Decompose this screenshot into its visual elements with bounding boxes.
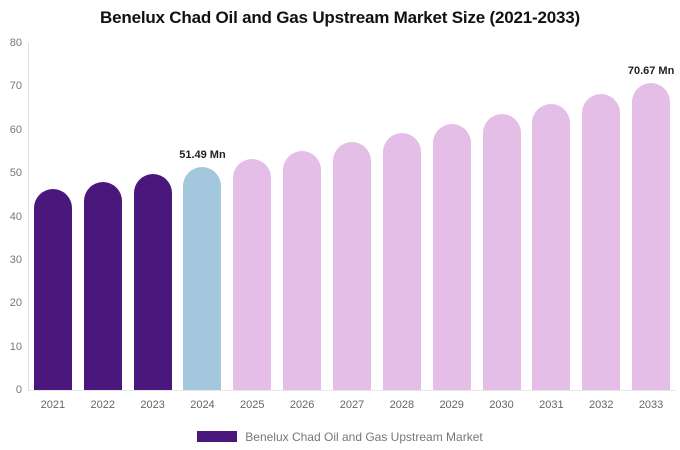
x-label-2027: 2027 [339, 399, 365, 411]
y-tick-label: 10 [9, 340, 22, 353]
bar-2033 [632, 83, 671, 390]
bar-2032 [582, 94, 621, 390]
x-label-2024: 2024 [190, 399, 215, 411]
bar-2031 [532, 104, 571, 390]
x-label-2022: 2022 [90, 399, 115, 411]
legend-swatch[interactable] [197, 431, 238, 442]
y-tick-label: 40 [9, 210, 22, 223]
y-tick-label: 50 [9, 167, 22, 180]
x-label-2025: 2025 [240, 399, 265, 411]
x-label-2026: 2026 [289, 399, 315, 411]
y-axis-line [28, 43, 29, 391]
x-label-2033: 2033 [638, 399, 664, 411]
bar-2026 [283, 150, 322, 390]
bar-2021 [33, 189, 72, 390]
x-label-2029: 2029 [439, 399, 464, 411]
bar-2023 [133, 174, 172, 390]
bar-value-label: 70.67 Mn [627, 65, 675, 78]
x-label-2032: 2032 [588, 399, 614, 411]
bar-2025 [233, 158, 272, 390]
y-tick-label: 0 [15, 384, 22, 396]
y-tick-label: 60 [9, 123, 22, 136]
bar-2027 [333, 141, 371, 390]
bar-2022 [83, 181, 122, 390]
bar-2030 [482, 114, 521, 390]
bar-2024 [183, 166, 222, 390]
bar-2028 [382, 132, 421, 390]
legend-item-label[interactable]: Benelux Chad Oil and Gas Upstream Market [245, 429, 483, 444]
x-label-2021: 2021 [40, 399, 66, 411]
y-tick-label: 20 [9, 297, 22, 310]
y-tick-label: 30 [9, 253, 22, 266]
bar-value-label: 51.49 Mn [179, 148, 226, 161]
bar-2029 [432, 123, 471, 390]
y-tick-label: 80 [9, 37, 22, 49]
y-tick-label: 70 [9, 80, 22, 93]
chart-title: Benelux Chad Oil and Gas Upstream Market… [100, 8, 580, 27]
x-label-2028: 2028 [389, 399, 415, 411]
x-label-2023: 2023 [140, 399, 165, 411]
x-label-2031: 2031 [539, 399, 564, 411]
legend: Benelux Chad Oil and Gas Upstream Market [0, 429, 680, 444]
x-label-2030: 2030 [489, 399, 514, 411]
x-axis-line [28, 390, 676, 391]
